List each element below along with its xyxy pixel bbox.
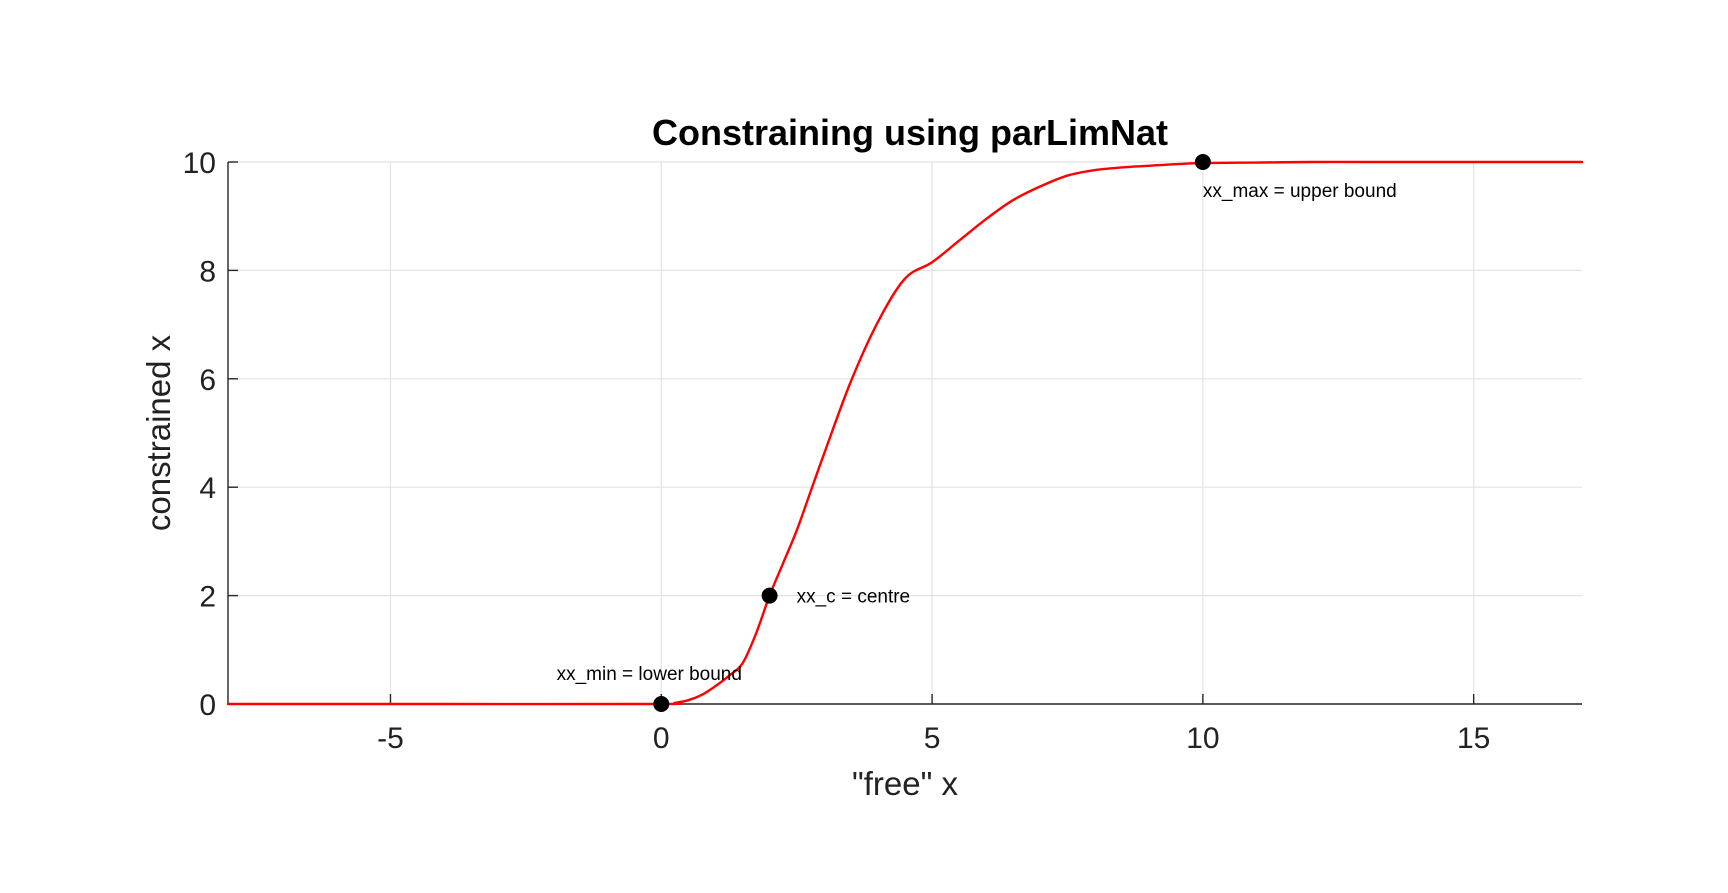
text-layer: Constraining using parLimNat "free" x co… [140,112,1490,802]
series-line [226,160,1584,706]
y-tick-label: 0 [199,689,216,722]
y-axis-label: constrained x [140,334,177,531]
x-tick-label: 5 [924,722,941,755]
annotation-label: xx_c = centre [797,587,911,608]
y-tick-label: 4 [199,472,216,505]
series-layer [226,160,1584,706]
y-tick-label: 6 [199,364,216,397]
grid-layer [228,161,1582,705]
x-tick-label: -5 [377,722,404,755]
axes-layer [227,161,1582,705]
data-point-marker [1194,154,1211,170]
annotation-label: xx_min = lower bound [557,664,742,685]
x-tick-label: 10 [1186,722,1219,755]
x-axis-label: "free" x [852,765,958,802]
chart-title: Constraining using parLimNat [652,112,1168,153]
x-tick-label: 0 [653,722,670,755]
data-point-marker [761,587,778,604]
data-point-marker [653,696,670,712]
y-tick-label: 10 [183,147,216,180]
x-tick-label: 15 [1457,722,1490,755]
y-tick-label: 2 [199,581,216,614]
y-tick-label: 8 [199,255,216,288]
annotation-label: xx_max = upper bound [1203,181,1397,202]
marker-layer [653,154,1211,712]
